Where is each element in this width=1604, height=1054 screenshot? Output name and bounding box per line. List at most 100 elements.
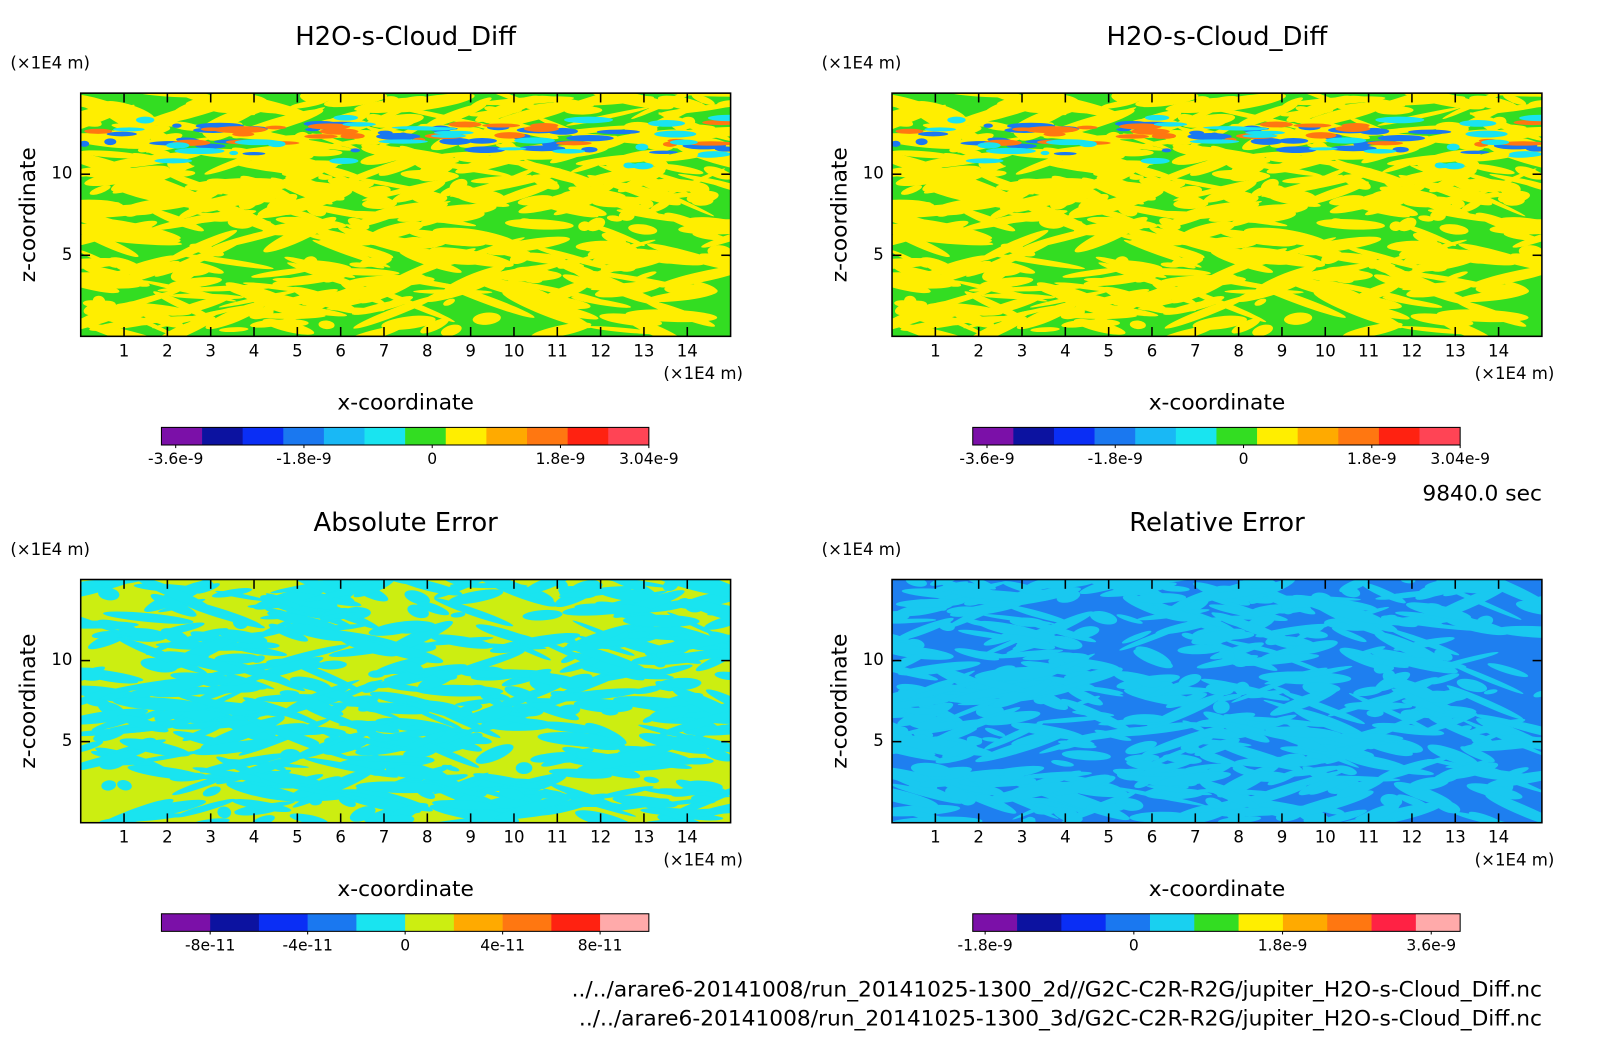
contour-band	[892, 690, 917, 701]
contour-band	[1012, 215, 1046, 222]
contour-band	[199, 753, 288, 773]
contour-band	[433, 130, 474, 135]
contour-band	[1164, 295, 1248, 329]
colorbar-box	[356, 913, 406, 932]
contour-band	[232, 799, 292, 813]
contour-band	[929, 579, 959, 586]
contour-band	[296, 161, 361, 178]
contour-band	[347, 176, 442, 195]
contour-band	[648, 705, 690, 722]
x-tick-label: 6	[1147, 341, 1158, 360]
contour-band	[184, 603, 265, 629]
contour-band	[946, 606, 979, 615]
contour-band	[192, 683, 261, 695]
contour-band	[892, 618, 937, 624]
contour-band	[573, 182, 645, 216]
contour-band	[1487, 769, 1542, 787]
x-tick-label: 5	[292, 341, 303, 360]
colorbar-box	[502, 913, 552, 932]
contour-band	[448, 121, 482, 128]
contour-band	[172, 123, 182, 128]
contour-band	[1303, 813, 1329, 823]
contour-band	[1067, 189, 1164, 219]
contour-band	[89, 310, 121, 323]
contour-band	[1119, 579, 1196, 586]
contour-band	[1076, 125, 1098, 130]
contour-band	[1020, 817, 1036, 823]
contour-band	[1148, 680, 1190, 698]
colorbar-box	[1257, 427, 1298, 445]
colorbar-box	[1149, 913, 1195, 932]
contour-band	[329, 157, 359, 164]
contour-band	[464, 274, 492, 289]
contour-band	[1406, 602, 1472, 620]
contour-band	[329, 158, 408, 190]
contour-band	[320, 233, 358, 245]
contour-band	[317, 660, 347, 670]
contour-band	[1447, 179, 1485, 196]
contour-band	[1119, 123, 1162, 130]
contour-band	[1226, 809, 1246, 820]
colorbar-box	[1238, 913, 1284, 932]
contour-band	[1073, 318, 1126, 335]
contour-band	[966, 318, 1020, 337]
contour-band	[1205, 797, 1224, 809]
contour-band	[1036, 716, 1108, 724]
contour-band	[1051, 759, 1074, 767]
contour-band	[633, 685, 663, 695]
contour-band	[303, 582, 392, 602]
contour-band	[1205, 682, 1234, 696]
contour-band	[466, 780, 483, 789]
x-tick-label: 3	[205, 341, 216, 360]
contour-band	[1345, 732, 1404, 741]
contour-band	[993, 254, 1085, 270]
contour-band	[200, 127, 222, 132]
contour-band	[1114, 256, 1129, 268]
contour-band	[149, 208, 204, 232]
contour-band	[1250, 137, 1283, 145]
contour-band	[1172, 122, 1225, 137]
contour-band	[658, 163, 704, 175]
contour-band	[530, 123, 559, 129]
x-tick-label: 13	[1445, 828, 1466, 847]
contour-band	[1461, 171, 1517, 191]
contour-band	[1140, 158, 1219, 190]
contour-band	[1040, 150, 1050, 156]
contour-band	[178, 628, 229, 645]
contour-band	[356, 787, 433, 812]
contour-band	[600, 255, 666, 272]
colorbar-box	[526, 427, 568, 445]
contour-band	[556, 190, 578, 199]
x-tick-label: 7	[379, 828, 390, 847]
contour-band	[935, 751, 976, 764]
contour-band	[1053, 152, 1077, 156]
contour-band	[399, 251, 462, 273]
contour-band	[1173, 597, 1196, 611]
x-tick-label: 14	[1488, 828, 1509, 847]
contour-band	[192, 739, 275, 756]
contour-band	[118, 628, 168, 642]
contour-band	[1513, 177, 1542, 195]
contour-band	[80, 280, 141, 289]
contour-band	[214, 653, 261, 664]
contour-band	[1308, 147, 1338, 151]
contour-band	[576, 745, 673, 772]
contour-band	[1282, 790, 1374, 819]
plot-area	[892, 93, 1542, 337]
colorbar-box	[1371, 913, 1417, 932]
contour-band	[894, 617, 954, 642]
contour-band	[441, 283, 535, 318]
contour-band	[343, 325, 402, 337]
contour-band	[433, 670, 458, 681]
colorbar-box	[1419, 427, 1461, 445]
contour-band	[537, 721, 602, 734]
contour-band	[1137, 681, 1174, 695]
x-tick-label: 9	[465, 341, 476, 360]
contour-band	[361, 122, 414, 137]
contour-band	[691, 94, 715, 106]
contour-band	[623, 162, 634, 169]
contour-band	[256, 189, 353, 219]
contour-band	[1384, 676, 1439, 700]
colorbar-box	[600, 913, 650, 932]
x-tick-label: 9	[465, 828, 476, 847]
